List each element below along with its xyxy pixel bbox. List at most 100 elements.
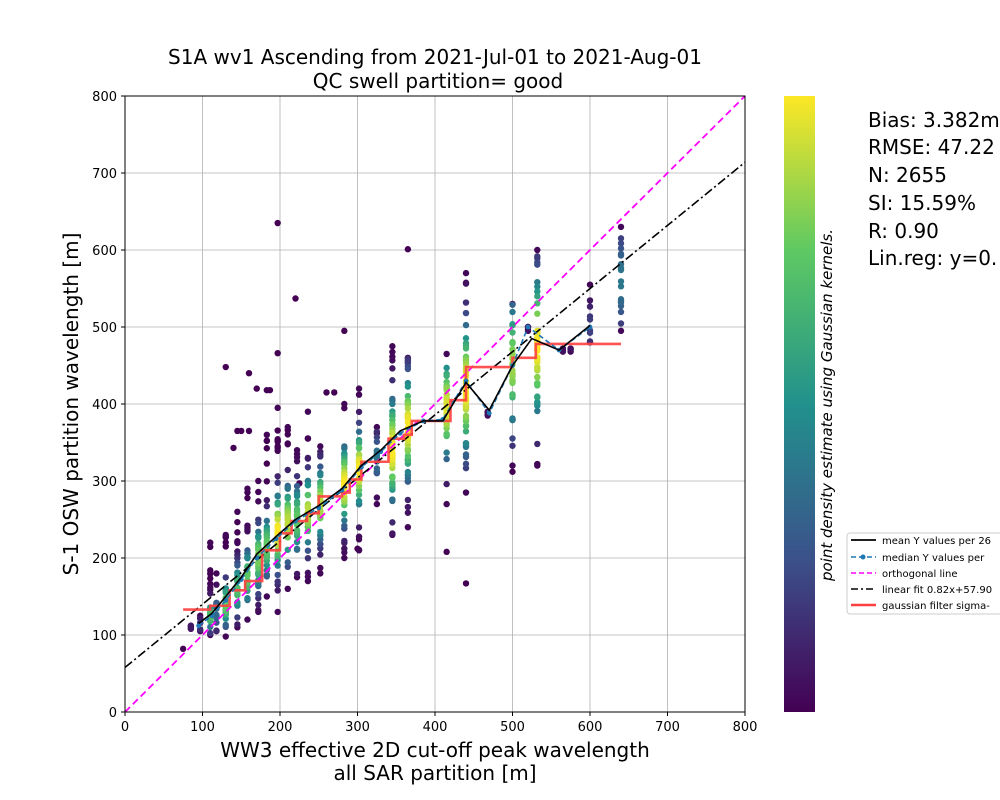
scatter-point — [509, 322, 516, 329]
scatter-point — [304, 491, 312, 499]
scatter-point — [263, 571, 271, 579]
scatter-point — [462, 428, 470, 435]
scatter-point — [263, 478, 271, 485]
scatter-point — [304, 482, 312, 489]
scatter-point — [222, 633, 229, 640]
scatter-point — [253, 385, 260, 392]
scatter-point — [284, 559, 291, 566]
scatter-point — [213, 581, 220, 588]
scatter-point — [462, 335, 470, 342]
scatter-point — [234, 529, 241, 536]
scatter-point — [617, 278, 625, 285]
scatter-point — [207, 575, 214, 582]
scatter-point — [317, 443, 324, 450]
scatter-point — [355, 524, 363, 531]
scatter-point — [389, 365, 396, 372]
scatter-point — [263, 593, 271, 600]
scatter-point — [187, 623, 195, 631]
scatter-point — [341, 522, 348, 529]
scatter-point — [509, 435, 516, 442]
scatter-point — [389, 473, 396, 480]
scatter-point — [341, 554, 348, 562]
scatter-point — [274, 551, 281, 558]
scatter-point — [196, 615, 204, 622]
scatter-point — [389, 400, 396, 408]
stat-linreg: Lin.reg: y=0. — [868, 246, 997, 270]
x-tick-label: 0 — [121, 720, 129, 735]
scatter-point — [263, 562, 271, 569]
scatter-point — [534, 407, 541, 415]
y-tick-label: 300 — [92, 475, 117, 490]
scatter-point — [293, 493, 301, 500]
y-tick-label: 0 — [109, 706, 117, 721]
scatter-point — [404, 496, 412, 504]
scatter-point — [263, 503, 271, 510]
scatter-point — [404, 365, 412, 373]
scatter-point — [404, 452, 412, 460]
scatter-point — [293, 472, 301, 480]
scatter-point — [534, 288, 541, 295]
scatter-point — [263, 460, 271, 467]
legend-median-marker — [860, 554, 866, 560]
scatter-point — [373, 428, 381, 435]
scatter-point — [509, 329, 516, 336]
scatter-point — [355, 428, 363, 435]
scatter-point — [389, 357, 396, 364]
scatter-point — [255, 590, 262, 598]
scatter-point — [230, 444, 237, 452]
scatter-point — [443, 455, 450, 463]
legend-median-label: median Y values per — [882, 553, 985, 564]
scatter-point — [234, 427, 241, 435]
scatter-point — [617, 235, 625, 242]
legend-orthogonal-label: orthogonal line — [882, 569, 958, 580]
scatter-point — [317, 528, 324, 536]
scatter-point — [509, 340, 516, 347]
scatter-point — [617, 296, 625, 303]
x-tick-label: 500 — [500, 720, 525, 735]
scatter-point — [443, 480, 450, 488]
y-tick-label: 700 — [92, 167, 117, 182]
scatter-point — [244, 485, 251, 492]
scatter-point — [509, 391, 516, 398]
gaussian-filter-line — [183, 342, 621, 611]
scatter-point — [404, 405, 412, 412]
scatter-point — [293, 482, 301, 490]
scatter-point — [284, 563, 291, 570]
scatter-point — [462, 280, 470, 287]
scatter-point — [245, 427, 253, 435]
scatter-point — [462, 489, 470, 496]
scatter-point — [341, 545, 348, 552]
scatter-point — [404, 503, 412, 511]
median-line — [198, 325, 591, 627]
scatter-point — [274, 516, 281, 523]
scatter-point — [317, 564, 324, 572]
scatter-point — [255, 528, 262, 536]
scatter-point — [534, 373, 541, 381]
scatter-point — [255, 488, 262, 496]
scatter-point — [274, 571, 281, 579]
median-marker — [463, 378, 469, 384]
scatter-point — [389, 348, 396, 356]
scatter-point — [373, 438, 381, 445]
scatter-point — [213, 627, 220, 634]
scatter-point — [274, 562, 281, 569]
scatter-point — [263, 445, 271, 452]
scatter-point — [293, 527, 301, 534]
scatter-point — [222, 621, 229, 629]
scatter-point — [389, 479, 396, 487]
scatter-point — [373, 494, 381, 501]
scatter-point — [462, 460, 470, 468]
scatter-point — [263, 497, 271, 504]
scatter-point — [389, 496, 396, 503]
x-axis-label-line1: WW3 effective 2D cut-off peak wavelength — [220, 738, 650, 762]
scatter-point — [304, 464, 312, 471]
scatter-point — [274, 587, 281, 594]
scatter-point — [244, 494, 251, 502]
legend-gaussian-label: gaussian filter sigma- — [882, 601, 990, 612]
scatter-point — [213, 619, 220, 626]
scatter-point — [443, 350, 450, 358]
scatter-point — [341, 400, 348, 408]
scatter-point — [617, 252, 625, 259]
scatter-point — [462, 321, 470, 329]
y-axis-label: S-1 OSW partition wavelength [m] — [59, 233, 83, 576]
